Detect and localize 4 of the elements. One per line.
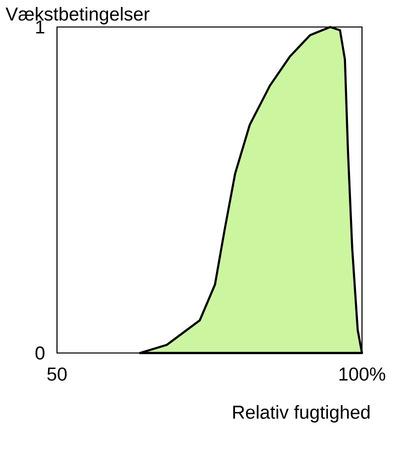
x-tick-label: 50 bbox=[47, 367, 67, 381]
x-axis-title: Relativ fugtighed bbox=[233, 405, 370, 423]
y-tick-label: 0 bbox=[36, 346, 44, 360]
x-tick-label: 100% bbox=[340, 367, 386, 381]
